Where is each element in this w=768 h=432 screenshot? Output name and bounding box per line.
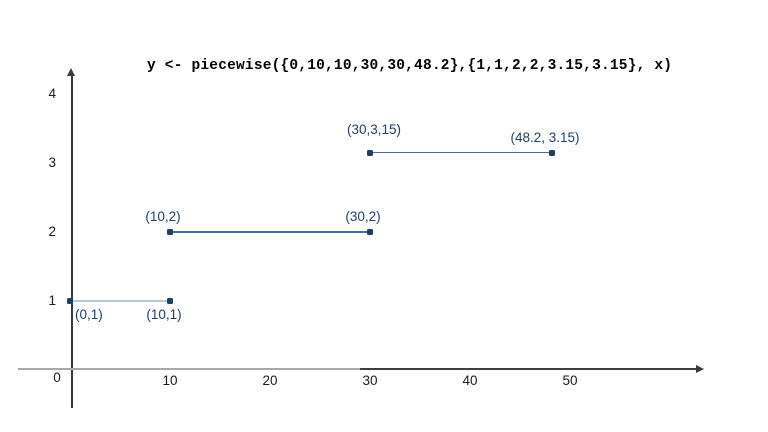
point-label: (10,1) [146, 307, 182, 322]
point-label: (30,2) [345, 209, 381, 224]
point-label: (10,2) [145, 209, 181, 224]
point-label: (30,3,15) [346, 121, 402, 137]
y-axis-line [71, 75, 73, 408]
x-tick-label: 0 [53, 370, 61, 385]
x-axis-arrow-icon [696, 364, 704, 373]
x-tick-label: 20 [262, 373, 278, 388]
chart-title: y <- piecewise({0,10,10,30,30,48.2},{1,1… [147, 58, 673, 74]
x-tick-label: 30 [362, 373, 378, 388]
point-label: (0,1) [75, 307, 103, 322]
segment-line [70, 300, 170, 303]
y-tick-label: 2 [48, 224, 56, 239]
segment-line [170, 231, 370, 233]
data-point-marker [167, 229, 173, 235]
x-axis-line-right [360, 368, 696, 370]
y-tick-label: 3 [48, 155, 56, 170]
y-tick-label: 4 [48, 86, 56, 101]
x-tick-label: 50 [562, 373, 578, 388]
data-point-marker [367, 229, 373, 235]
y-axis-arrow-icon [67, 68, 75, 76]
data-point-marker [167, 298, 173, 304]
x-tick-label: 40 [462, 373, 478, 388]
data-point-marker [67, 298, 73, 304]
x-axis-line-left [18, 368, 360, 371]
y-tick-label: 1 [48, 293, 56, 308]
point-label: (48.2, 3.15) [510, 129, 580, 145]
x-tick-label: 10 [162, 373, 178, 388]
data-point-marker [367, 149, 373, 156]
segment-line [370, 151, 552, 154]
data-point-marker [549, 149, 555, 156]
